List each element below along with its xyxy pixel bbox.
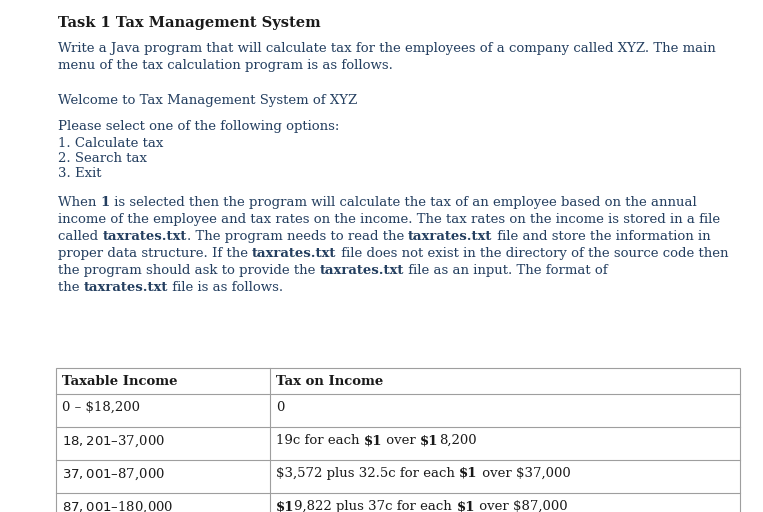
- Text: 2. Search tax: 2. Search tax: [58, 152, 147, 165]
- Text: $1: $1: [459, 467, 478, 480]
- Text: income of the employee and tax rates on the income. The tax rates on the income : income of the employee and tax rates on …: [58, 213, 720, 226]
- Text: 1. Calculate tax: 1. Calculate tax: [58, 137, 163, 150]
- Text: 1: 1: [101, 196, 110, 209]
- Text: $87,001 – $180,000: $87,001 – $180,000: [62, 500, 173, 512]
- Text: the: the: [58, 281, 84, 294]
- Text: 19c for each: 19c for each: [276, 434, 364, 447]
- Text: Tax on Income: Tax on Income: [276, 375, 383, 388]
- Text: menu of the tax calculation program is as follows.: menu of the tax calculation program is a…: [58, 59, 393, 72]
- Text: Write a Java program that will calculate tax for the employees of a company call: Write a Java program that will calculate…: [58, 42, 716, 55]
- Text: 0: 0: [276, 401, 285, 414]
- Text: is selected then the program will calculate the tax of an employee based on the : is selected then the program will calcul…: [110, 196, 697, 209]
- Text: Please select one of the following options:: Please select one of the following optio…: [58, 120, 340, 133]
- Text: 9,822 plus 37c for each: 9,822 plus 37c for each: [295, 500, 456, 512]
- Text: Task 1 Tax Management System: Task 1 Tax Management System: [58, 16, 320, 30]
- Text: $1: $1: [420, 434, 439, 447]
- Text: called: called: [58, 230, 102, 243]
- Text: file as an input. The format of: file as an input. The format of: [404, 264, 607, 277]
- Text: $1: $1: [364, 434, 382, 447]
- Text: taxrates.txt: taxrates.txt: [408, 230, 493, 243]
- Text: over: over: [382, 434, 420, 447]
- Text: $1: $1: [276, 500, 295, 512]
- Text: the program should ask to provide the: the program should ask to provide the: [58, 264, 320, 277]
- Text: When: When: [58, 196, 101, 209]
- Text: over $87,000: over $87,000: [475, 500, 568, 512]
- Text: taxrates.txt: taxrates.txt: [320, 264, 404, 277]
- Text: 8,200: 8,200: [439, 434, 476, 447]
- Text: proper data structure. If the: proper data structure. If the: [58, 247, 253, 260]
- Text: $18,201 – $37,000: $18,201 – $37,000: [62, 434, 165, 450]
- Text: over $37,000: over $37,000: [478, 467, 571, 480]
- Text: Taxable Income: Taxable Income: [62, 375, 178, 388]
- Text: file does not exist in the directory of the source code then: file does not exist in the directory of …: [336, 247, 728, 260]
- Text: file and store the information in: file and store the information in: [493, 230, 710, 243]
- Text: taxrates.txt: taxrates.txt: [253, 247, 336, 260]
- Text: Welcome to Tax Management System of XYZ: Welcome to Tax Management System of XYZ: [58, 94, 357, 107]
- Text: 3. Exit: 3. Exit: [58, 167, 101, 180]
- Text: 0 – $18,200: 0 – $18,200: [62, 401, 140, 414]
- Text: . The program needs to read the: . The program needs to read the: [187, 230, 408, 243]
- Text: $1: $1: [456, 500, 475, 512]
- Bar: [56, 368, 740, 512]
- Text: taxrates.txt: taxrates.txt: [102, 230, 187, 243]
- Text: file is as follows.: file is as follows.: [168, 281, 283, 294]
- Text: $3,572 plus 32.5c for each: $3,572 plus 32.5c for each: [276, 467, 459, 480]
- Text: taxrates.txt: taxrates.txt: [84, 281, 168, 294]
- Text: $37,001 – $87,000: $37,001 – $87,000: [62, 467, 165, 482]
